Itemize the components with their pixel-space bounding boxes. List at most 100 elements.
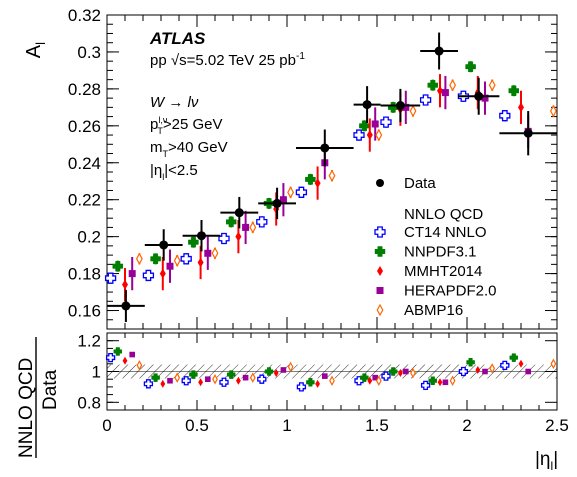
legend-marker — [377, 266, 383, 276]
theory-point — [235, 231, 242, 242]
legend-marker — [374, 246, 386, 257]
legend-marker — [374, 226, 386, 238]
theory-point — [409, 104, 417, 118]
ratio-point — [437, 378, 443, 387]
theory-point — [481, 94, 489, 102]
ratio-point — [212, 373, 218, 385]
theory-point — [359, 120, 370, 132]
theory-point — [499, 110, 511, 122]
theory-point — [104, 272, 117, 284]
ratio-point — [280, 367, 287, 373]
theory-point — [249, 221, 257, 234]
ratio-point — [160, 379, 166, 388]
ratio-point — [136, 360, 143, 371]
y-axis-label: Al — [23, 42, 48, 58]
ratio-point — [264, 367, 274, 376]
ratio-point — [189, 370, 198, 379]
legend-data-label: Data — [404, 175, 436, 192]
theory-point — [279, 196, 287, 204]
theory-point — [142, 269, 155, 282]
data-point — [523, 128, 533, 138]
ratio-point — [322, 373, 328, 379]
ratio-point — [458, 366, 469, 377]
y-tick-label: 0.26 — [68, 117, 101, 136]
ratio-point — [475, 365, 481, 374]
data-point — [121, 301, 131, 311]
ratio-point — [143, 379, 154, 389]
ratio-point — [442, 379, 449, 386]
theory-point — [150, 253, 161, 265]
ratio-point — [122, 356, 128, 365]
x-tick-label: 0.5 — [185, 416, 209, 435]
ratio-point — [167, 377, 173, 384]
theory-point — [225, 216, 237, 228]
data-point — [474, 91, 484, 101]
theory-point — [371, 120, 379, 128]
legend-marker — [376, 287, 384, 294]
y-tick-label: 0.24 — [68, 154, 101, 173]
ratio-panel: 0.8 1 1.2 0 0.5 1 1.5 2 2.5 NNLO QCD Data |ηl| — [16, 332, 569, 473]
legend-label: CT14 NNLO — [404, 224, 487, 241]
legend-marker — [376, 303, 384, 317]
ratio-point — [428, 376, 438, 385]
theory-point — [449, 78, 457, 92]
ratio-y-axis-label: NNLO QCD Data — [16, 337, 61, 458]
ratio-point — [500, 360, 510, 370]
data-point — [197, 231, 206, 241]
ratio-point — [403, 368, 409, 375]
data-point — [320, 143, 330, 153]
ratio-y-tick-label: 1.2 — [77, 332, 101, 351]
ratio-point — [315, 379, 320, 388]
atlas-label: ATLAS — [149, 29, 206, 48]
ratio-point — [550, 358, 557, 370]
x-tick-label: 1.5 — [365, 416, 389, 435]
ratio-y-tick-labels: 0.8 1 1.2 — [77, 332, 101, 413]
ratio-y-tick-label: 1 — [92, 363, 101, 382]
y-tick-label: 0.32 — [68, 6, 101, 25]
ratio-point — [360, 373, 369, 382]
ratio-point — [151, 373, 160, 382]
theory-point — [218, 232, 230, 245]
theory-point — [173, 254, 181, 267]
ratio-point — [249, 372, 256, 383]
data-point — [234, 208, 244, 218]
theory-point — [305, 174, 316, 185]
ratio-point — [489, 363, 496, 374]
ratio-label-denominator: Data — [40, 369, 61, 410]
y-tick-label: 0.22 — [68, 191, 101, 210]
legend-label: NNPDF3.1 — [404, 244, 477, 261]
y-tick-label: 0.3 — [77, 43, 101, 62]
theory-point — [211, 247, 219, 260]
y-tick-label: 0.2 — [77, 228, 101, 247]
asymmetry-axes — [106, 14, 558, 330]
eta-cut-label: |ηl|<2.5 — [150, 162, 198, 182]
ratio-point — [372, 374, 378, 381]
data-point — [395, 101, 405, 111]
theory-point — [287, 186, 295, 199]
theory-point — [488, 78, 496, 92]
ratio-point — [482, 368, 488, 375]
ratio-point — [449, 375, 456, 386]
theory-point — [465, 61, 476, 72]
theory-point — [128, 270, 136, 278]
ratio-point — [398, 369, 403, 378]
theory-point — [380, 116, 392, 128]
x-tick-label: 1 — [282, 416, 291, 435]
ratio-point — [129, 351, 135, 358]
legend-entries: CT14 NNLO NNPDF3.1 MMHT2014 HERAPDF2.0 ABMP1… — [374, 224, 497, 319]
legend-label: HERAPDF2.0 — [404, 283, 497, 300]
ratio-point — [242, 374, 249, 381]
data-point — [362, 100, 372, 110]
y-tick-label: 0.16 — [68, 302, 101, 321]
ratio-point — [296, 382, 307, 392]
x-axis-label: |ηl| — [535, 449, 558, 473]
legend-label: ABMP16 — [404, 302, 463, 319]
ratio-point — [273, 369, 279, 378]
legend-data-marker — [376, 179, 384, 187]
theory-point — [204, 249, 212, 257]
theory-point — [295, 186, 308, 198]
ratio-point — [388, 367, 398, 376]
x-tick-label: 0 — [102, 416, 111, 435]
x-tick-label: 2.5 — [545, 416, 569, 435]
